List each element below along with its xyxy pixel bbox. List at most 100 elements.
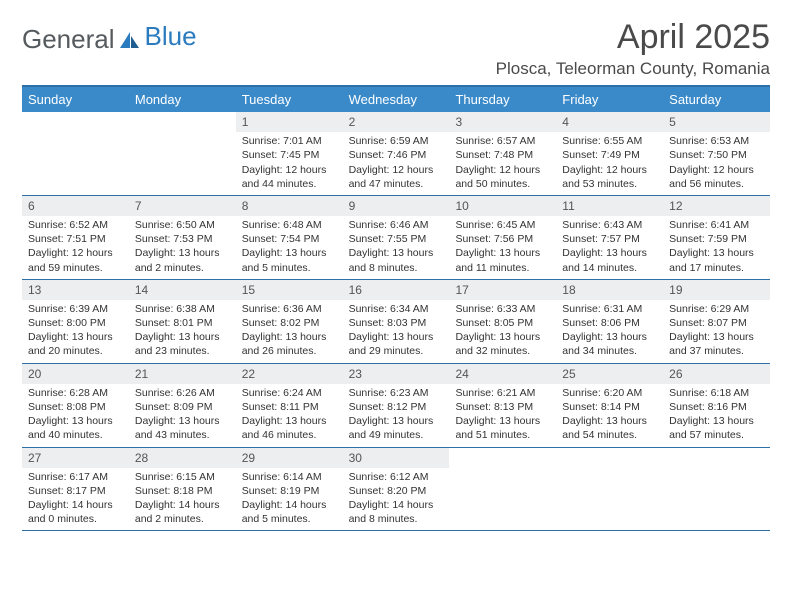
weekday-label: Sunday xyxy=(22,87,129,112)
day-cell: 12Sunrise: 6:41 AMSunset: 7:59 PMDayligh… xyxy=(663,196,770,279)
day-number: 28 xyxy=(129,448,236,468)
day-info: Sunrise: 6:29 AMSunset: 8:07 PMDaylight:… xyxy=(663,302,770,363)
day-cell: 6Sunrise: 6:52 AMSunset: 7:51 PMDaylight… xyxy=(22,196,129,279)
daylight-line: Daylight: 13 hours and 5 minutes. xyxy=(242,246,337,274)
daylight-line: Daylight: 13 hours and 14 minutes. xyxy=(562,246,657,274)
title-block: April 2025 Plosca, Teleorman County, Rom… xyxy=(496,18,770,79)
sunrise-line: Sunrise: 6:34 AM xyxy=(349,302,444,316)
day-number: 13 xyxy=(22,280,129,300)
daylight-line: Daylight: 13 hours and 17 minutes. xyxy=(669,246,764,274)
day-number: 8 xyxy=(236,196,343,216)
sunrise-line: Sunrise: 6:24 AM xyxy=(242,386,337,400)
daylight-line: Daylight: 12 hours and 53 minutes. xyxy=(562,163,657,191)
day-info: Sunrise: 6:41 AMSunset: 7:59 PMDaylight:… xyxy=(663,218,770,279)
sunset-line: Sunset: 7:55 PM xyxy=(349,232,444,246)
daylight-line: Daylight: 13 hours and 11 minutes. xyxy=(455,246,550,274)
sunset-line: Sunset: 8:11 PM xyxy=(242,400,337,414)
sunrise-line: Sunrise: 6:12 AM xyxy=(349,470,444,484)
daylight-line: Daylight: 13 hours and 51 minutes. xyxy=(455,414,550,442)
day-info: Sunrise: 6:59 AMSunset: 7:46 PMDaylight:… xyxy=(343,134,450,195)
day-number: 30 xyxy=(343,448,450,468)
day-cell: 9Sunrise: 6:46 AMSunset: 7:55 PMDaylight… xyxy=(343,196,450,279)
day-info: Sunrise: 6:53 AMSunset: 7:50 PMDaylight:… xyxy=(663,134,770,195)
day-cell: 5Sunrise: 6:53 AMSunset: 7:50 PMDaylight… xyxy=(663,112,770,195)
day-number: 19 xyxy=(663,280,770,300)
sunset-line: Sunset: 8:02 PM xyxy=(242,316,337,330)
sunrise-line: Sunrise: 6:48 AM xyxy=(242,218,337,232)
day-cell: 14Sunrise: 6:38 AMSunset: 8:01 PMDayligh… xyxy=(129,280,236,363)
day-cell: 29Sunrise: 6:14 AMSunset: 8:19 PMDayligh… xyxy=(236,448,343,531)
sunset-line: Sunset: 7:50 PM xyxy=(669,148,764,162)
daylight-line: Daylight: 12 hours and 44 minutes. xyxy=(242,163,337,191)
day-cell: 2Sunrise: 6:59 AMSunset: 7:46 PMDaylight… xyxy=(343,112,450,195)
day-cell: 7Sunrise: 6:50 AMSunset: 7:53 PMDaylight… xyxy=(129,196,236,279)
sunrise-line: Sunrise: 6:55 AM xyxy=(562,134,657,148)
day-info: Sunrise: 6:43 AMSunset: 7:57 PMDaylight:… xyxy=(556,218,663,279)
sunrise-line: Sunrise: 6:21 AM xyxy=(455,386,550,400)
daylight-line: Daylight: 13 hours and 8 minutes. xyxy=(349,246,444,274)
sunrise-line: Sunrise: 6:39 AM xyxy=(28,302,123,316)
day-cell: 11Sunrise: 6:43 AMSunset: 7:57 PMDayligh… xyxy=(556,196,663,279)
logo: General Blue xyxy=(22,24,197,55)
sunset-line: Sunset: 7:51 PM xyxy=(28,232,123,246)
sunset-line: Sunset: 8:19 PM xyxy=(242,484,337,498)
day-cell: 23Sunrise: 6:23 AMSunset: 8:12 PMDayligh… xyxy=(343,364,450,447)
daylight-line: Daylight: 13 hours and 54 minutes. xyxy=(562,414,657,442)
day-number: 22 xyxy=(236,364,343,384)
week-row: 001Sunrise: 7:01 AMSunset: 7:45 PMDaylig… xyxy=(22,112,770,196)
day-info: Sunrise: 6:23 AMSunset: 8:12 PMDaylight:… xyxy=(343,386,450,447)
day-number: 23 xyxy=(343,364,450,384)
daylight-line: Daylight: 13 hours and 20 minutes. xyxy=(28,330,123,358)
sunrise-line: Sunrise: 6:31 AM xyxy=(562,302,657,316)
sunrise-line: Sunrise: 6:46 AM xyxy=(349,218,444,232)
weekday-label: Thursday xyxy=(449,87,556,112)
sunrise-line: Sunrise: 6:38 AM xyxy=(135,302,230,316)
day-cell: 20Sunrise: 6:28 AMSunset: 8:08 PMDayligh… xyxy=(22,364,129,447)
weekday-label: Monday xyxy=(129,87,236,112)
daylight-line: Daylight: 14 hours and 2 minutes. xyxy=(135,498,230,526)
day-info: Sunrise: 6:20 AMSunset: 8:14 PMDaylight:… xyxy=(556,386,663,447)
day-number: 15 xyxy=(236,280,343,300)
day-number: 3 xyxy=(449,112,556,132)
month-title: April 2025 xyxy=(496,18,770,57)
day-info: Sunrise: 6:55 AMSunset: 7:49 PMDaylight:… xyxy=(556,134,663,195)
sunset-line: Sunset: 8:16 PM xyxy=(669,400,764,414)
day-info: Sunrise: 6:45 AMSunset: 7:56 PMDaylight:… xyxy=(449,218,556,279)
sunset-line: Sunset: 8:07 PM xyxy=(669,316,764,330)
daylight-line: Daylight: 13 hours and 46 minutes. xyxy=(242,414,337,442)
sunset-line: Sunset: 7:56 PM xyxy=(455,232,550,246)
weekday-label: Friday xyxy=(556,87,663,112)
sunset-line: Sunset: 8:18 PM xyxy=(135,484,230,498)
day-info: Sunrise: 6:12 AMSunset: 8:20 PMDaylight:… xyxy=(343,470,450,531)
daylight-line: Daylight: 13 hours and 34 minutes. xyxy=(562,330,657,358)
daylight-line: Daylight: 13 hours and 40 minutes. xyxy=(28,414,123,442)
day-cell: 30Sunrise: 6:12 AMSunset: 8:20 PMDayligh… xyxy=(343,448,450,531)
weekday-label: Saturday xyxy=(663,87,770,112)
sunset-line: Sunset: 8:12 PM xyxy=(349,400,444,414)
daylight-line: Daylight: 14 hours and 0 minutes. xyxy=(28,498,123,526)
day-cell: 0 xyxy=(556,448,663,531)
day-number: 26 xyxy=(663,364,770,384)
daylight-line: Daylight: 14 hours and 5 minutes. xyxy=(242,498,337,526)
day-number: 11 xyxy=(556,196,663,216)
daylight-line: Daylight: 13 hours and 43 minutes. xyxy=(135,414,230,442)
sunrise-line: Sunrise: 6:36 AM xyxy=(242,302,337,316)
sunset-line: Sunset: 8:13 PM xyxy=(455,400,550,414)
sunset-line: Sunset: 7:45 PM xyxy=(242,148,337,162)
sunset-line: Sunset: 8:03 PM xyxy=(349,316,444,330)
day-cell: 19Sunrise: 6:29 AMSunset: 8:07 PMDayligh… xyxy=(663,280,770,363)
sunset-line: Sunset: 8:05 PM xyxy=(455,316,550,330)
sunrise-line: Sunrise: 7:01 AM xyxy=(242,134,337,148)
sunset-line: Sunset: 8:14 PM xyxy=(562,400,657,414)
day-cell: 25Sunrise: 6:20 AMSunset: 8:14 PMDayligh… xyxy=(556,364,663,447)
daylight-line: Daylight: 13 hours and 29 minutes. xyxy=(349,330,444,358)
day-number: 27 xyxy=(22,448,129,468)
daylight-line: Daylight: 13 hours and 57 minutes. xyxy=(669,414,764,442)
sunrise-line: Sunrise: 6:14 AM xyxy=(242,470,337,484)
day-cell: 16Sunrise: 6:34 AMSunset: 8:03 PMDayligh… xyxy=(343,280,450,363)
day-info: Sunrise: 6:31 AMSunset: 8:06 PMDaylight:… xyxy=(556,302,663,363)
daylight-line: Daylight: 14 hours and 8 minutes. xyxy=(349,498,444,526)
day-cell: 27Sunrise: 6:17 AMSunset: 8:17 PMDayligh… xyxy=(22,448,129,531)
sunrise-line: Sunrise: 6:50 AM xyxy=(135,218,230,232)
day-number: 17 xyxy=(449,280,556,300)
